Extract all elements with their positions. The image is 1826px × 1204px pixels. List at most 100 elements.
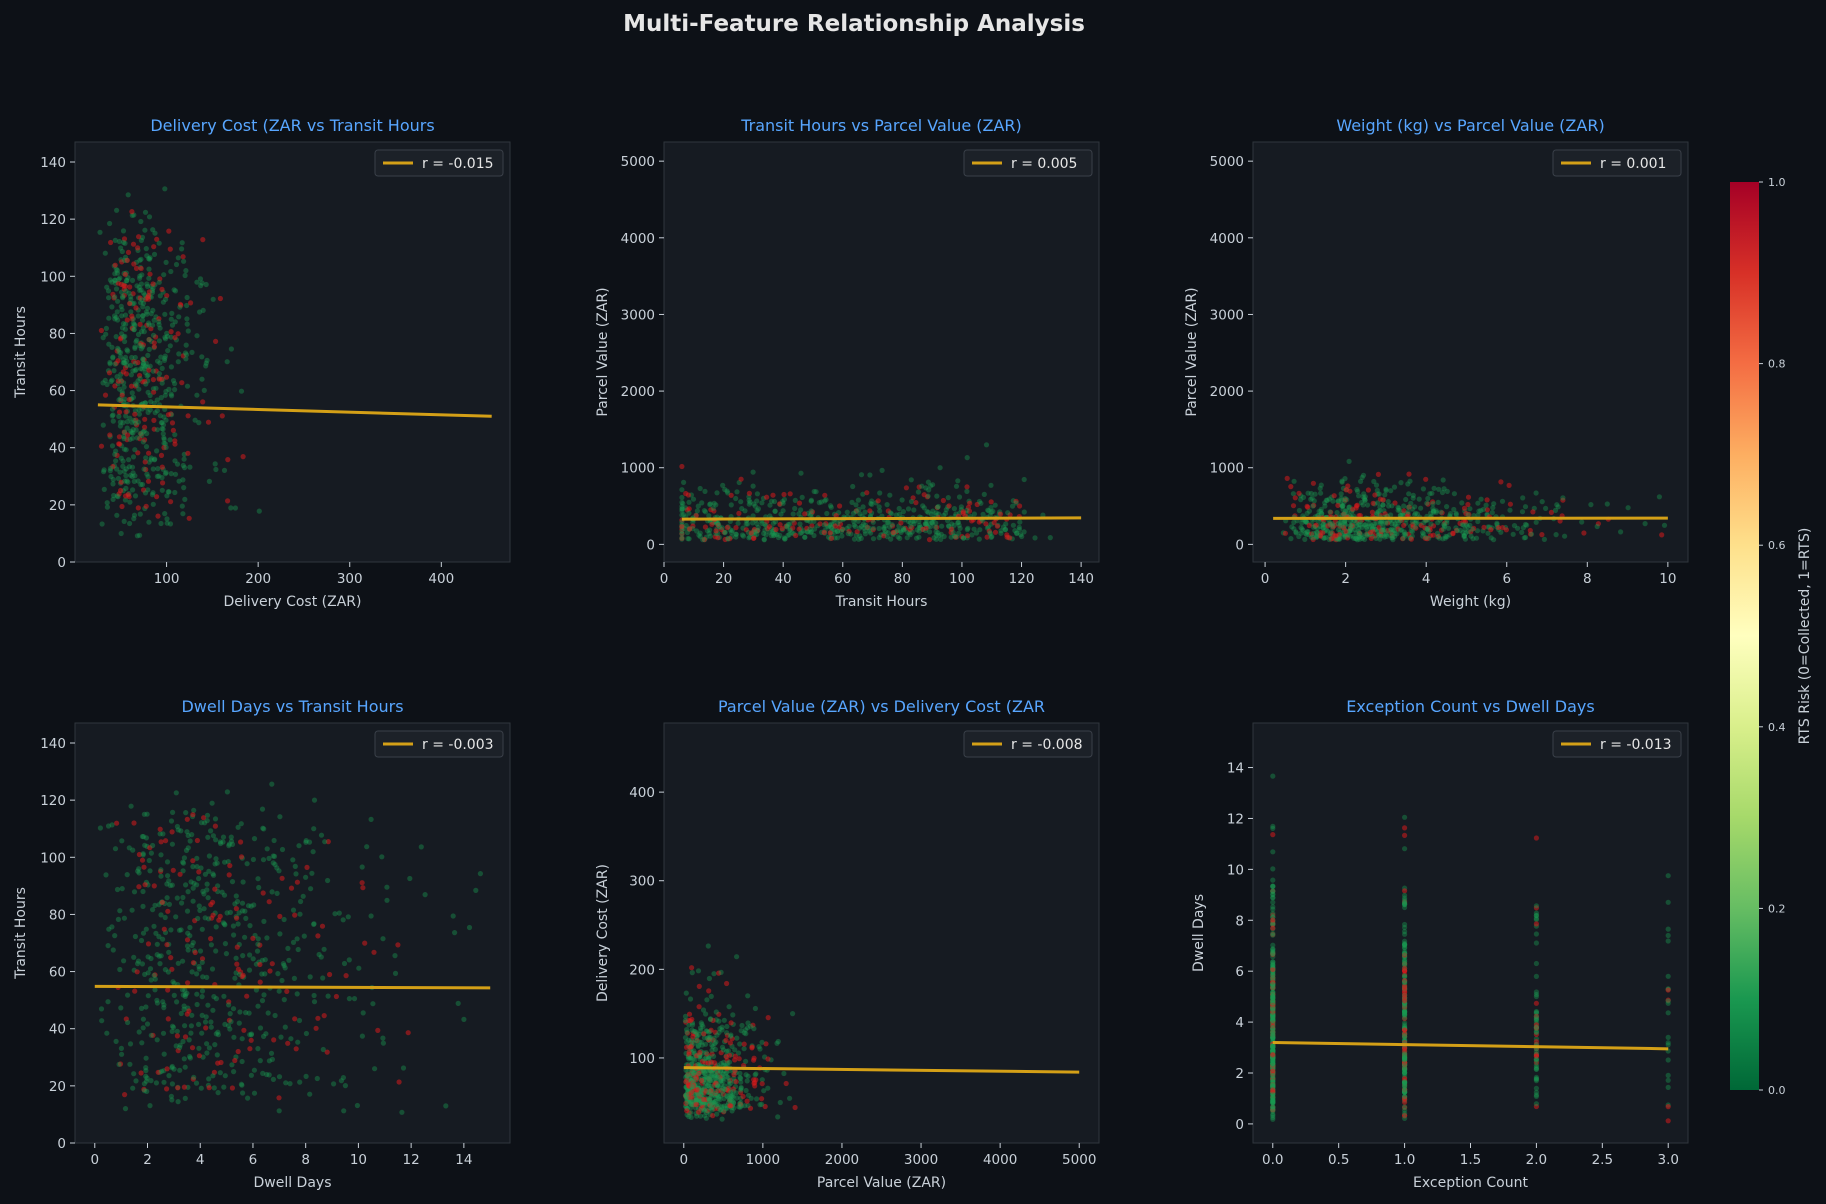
scatter-point: [181, 485, 187, 491]
scatter-point: [198, 1085, 204, 1091]
scatter-point: [154, 448, 160, 454]
scatter-point: [754, 1096, 760, 1102]
scatter-point: [101, 467, 107, 473]
scatter-point: [179, 900, 185, 906]
y-axis-label: Transit Hours: [13, 887, 29, 980]
scatter-point: [745, 521, 751, 527]
scatter-point: [112, 313, 118, 319]
scatter-point: [109, 304, 115, 310]
scatter-point: [158, 354, 164, 360]
scatter-point: [148, 455, 154, 461]
x-tick-label: 0: [660, 571, 669, 587]
scatter-point: [162, 914, 168, 921]
scatter-point: [861, 525, 867, 531]
scatter-point: [118, 530, 124, 537]
scatter-point: [132, 368, 138, 374]
scatter-point: [372, 1066, 378, 1072]
scatter-point: [103, 331, 109, 337]
scatter-point: [768, 533, 774, 539]
scatter-point: [144, 373, 150, 379]
scatter-point: [146, 214, 153, 220]
scatter-point: [777, 522, 783, 528]
scatter-point: [146, 857, 152, 864]
scatter-point: [1485, 530, 1491, 536]
scatter-point: [362, 940, 368, 946]
scatter-point: [709, 1047, 715, 1053]
scatter-point: [1665, 1077, 1671, 1083]
scatter-point: [131, 327, 137, 333]
scatter-point: [117, 908, 123, 914]
scatter-point: [142, 459, 148, 465]
scatter-point: [914, 527, 920, 533]
scatter-point: [1413, 520, 1419, 526]
scatter-point: [1291, 478, 1297, 484]
scatter-point: [122, 396, 128, 402]
y-tick-label: 3000: [621, 307, 655, 323]
scatter-point: [147, 407, 153, 413]
scatter-point: [781, 535, 787, 541]
scatter-point: [152, 230, 158, 236]
scatter-point: [184, 321, 190, 327]
scatter-point: [1270, 1072, 1276, 1078]
scatter-point: [1533, 973, 1539, 980]
scatter-point: [724, 524, 731, 531]
scatter-point: [360, 1010, 366, 1016]
scatter-point: [1428, 510, 1434, 516]
scatter-point: [960, 535, 967, 541]
scatter-point: [828, 524, 834, 530]
legend: r = -0.013: [1552, 730, 1682, 758]
scatter-point: [1021, 529, 1027, 535]
scatter-point: [301, 933, 307, 939]
scatter-point: [1364, 502, 1371, 508]
scatter-point: [722, 530, 728, 536]
scatter-point: [190, 812, 196, 818]
scatter-point: [887, 510, 894, 516]
scatter-point: [211, 872, 217, 878]
scatter-point: [228, 346, 234, 352]
scatter-point: [130, 847, 136, 853]
scatter-point: [125, 479, 131, 485]
scatter-point: [210, 912, 216, 918]
scatter-point: [165, 908, 171, 914]
scatter-point: [759, 1039, 765, 1045]
scatter-point: [150, 332, 157, 338]
scatter-point: [171, 992, 177, 999]
scatter-point: [163, 469, 169, 476]
scatter-point: [139, 297, 145, 303]
scatter-point: [1447, 510, 1454, 517]
scatter-point: [292, 1016, 298, 1022]
scatter-point: [1339, 478, 1345, 484]
scatter-point: [1418, 505, 1424, 511]
scatter-point: [192, 417, 198, 423]
scatter-point: [143, 309, 149, 315]
scatter-point: [770, 520, 777, 527]
scatter-point: [1290, 503, 1297, 509]
scatter-point: [205, 1002, 211, 1008]
scatter-point: [790, 1011, 796, 1017]
y-tick-label: 2000: [1210, 384, 1244, 400]
scatter-point: [168, 334, 174, 340]
scatter-point: [359, 1033, 365, 1039]
scatter-point: [224, 359, 230, 365]
scatter-point: [343, 973, 349, 979]
scatter-point: [1424, 526, 1430, 533]
scatter-point: [1405, 481, 1411, 487]
scatter-point: [1478, 496, 1484, 502]
scatter-point: [175, 359, 181, 365]
scatter-point: [711, 1053, 717, 1059]
scatter-point: [1439, 489, 1446, 496]
scatter-point: [123, 409, 129, 415]
scatter-point: [130, 368, 136, 374]
scatter-point: [1408, 500, 1414, 506]
scatter-point: [283, 1080, 289, 1086]
scatter-point: [122, 338, 128, 345]
scatter-point: [182, 1095, 188, 1101]
scatter-point: [1665, 873, 1671, 879]
scatter-point: [194, 991, 200, 997]
scatter-point: [988, 505, 994, 511]
scatter-point: [920, 503, 926, 509]
scatter-point: [176, 351, 182, 357]
scatter-point: [713, 528, 719, 534]
scatter-point: [399, 1109, 405, 1115]
scatter-point: [168, 499, 174, 505]
